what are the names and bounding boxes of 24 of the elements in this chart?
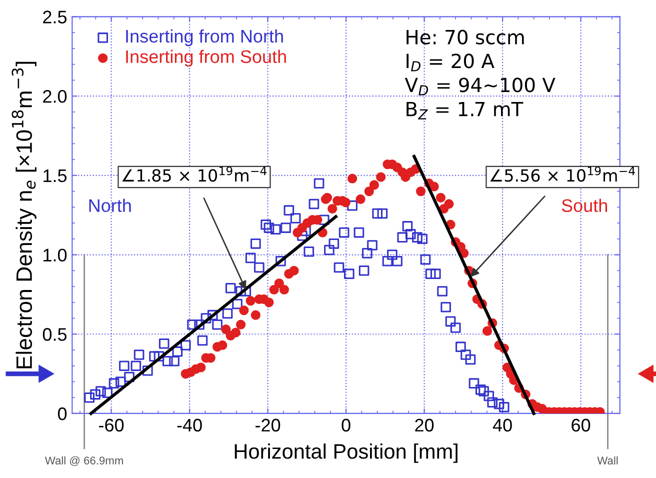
x-tick-label: 40 [492, 418, 512, 432]
y-tick-label: 1.0 [44, 248, 67, 262]
x-tick-label: -40 [177, 418, 202, 432]
ref-line-label: Wall @ 66.9mm [44, 456, 123, 466]
annotation: North [89, 198, 131, 212]
annotation: ∠5.56 × 10$^{19}$m$^{−4}$ [490, 166, 635, 182]
y-tick-label: 0 [58, 407, 67, 420]
text: He: 70 sccm I$_{D}$ = 20 A V$_{D}$ = 94∼100 V B$_{Z}$ = 1.7 mT [404, 30, 556, 120]
y-axis-title: Electron Density n$_{e}$ [×10$^{18}$m$^{−3}$] [12, 62, 36, 368]
annotation: ∠1.85 × 10$^{19}$m$^{−4}$ [122, 166, 267, 182]
x-tick-label: 0 [342, 418, 350, 432]
annotation: South [562, 198, 608, 212]
x-tick-label: 60 [572, 418, 590, 432]
x-axis-title: Horizontal Position [mm] [234, 443, 458, 463]
y-tick-label: 0.5 [42, 328, 67, 341]
y-tick-label: 2.5 [43, 10, 67, 24]
legend-label: Inserting from North [126, 29, 283, 46]
y-tick-label: 2.0 [43, 90, 67, 103]
x-tick-label: -60 [99, 418, 124, 432]
x-tick-label: -20 [256, 418, 280, 432]
x-tick-label: 20 [415, 418, 434, 432]
y-tick-label: 1.5 [44, 170, 67, 182]
ref-line-label: Wall [597, 456, 618, 464]
legend-label: Inserting from South [126, 50, 286, 67]
